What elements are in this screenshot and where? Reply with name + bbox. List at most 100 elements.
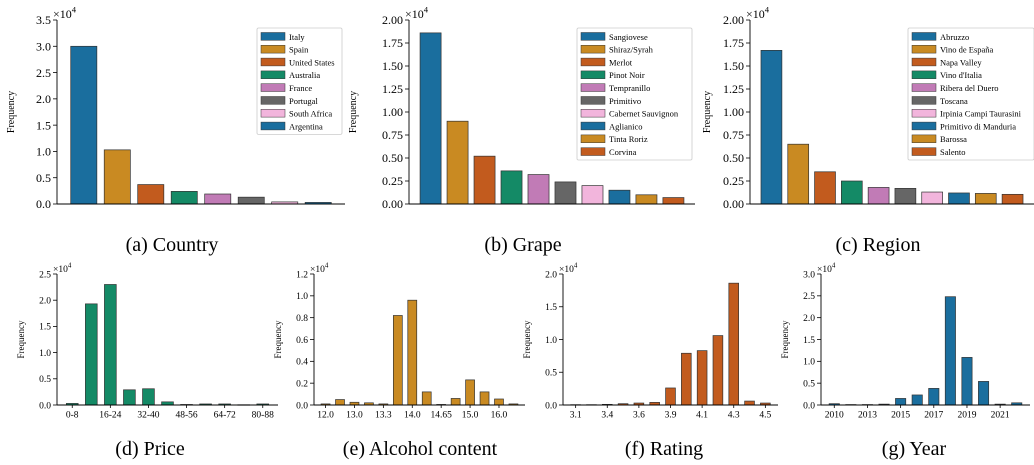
y-tick-label: 1.75 — [382, 36, 403, 50]
axis-multiplier: ×104 — [53, 5, 77, 21]
y-tick-label: 0.75 — [723, 128, 744, 142]
legend-swatch — [580, 96, 606, 105]
chart-b: 0.00 0.25 0.50 0.75 1.00 1.25 1.50 1.75 2.00 ×104… — [348, 5, 695, 256]
y-tick-label: 0.0 — [39, 401, 51, 411]
axis-multiplier-exponent: 4 — [765, 5, 770, 15]
bar — [137, 184, 165, 205]
chart-f: 0.0 0.5 1.0 1.5 2.0×104 Frequency 3.1 3.4 3.6 3.9… — [522, 263, 778, 460]
y-tick-label: 1.25 — [382, 82, 403, 96]
x-tick-label: 2021 — [991, 411, 1010, 421]
y-tick-label: 0.5 — [36, 171, 51, 185]
axis-multiplier-exponent: 4 — [832, 263, 836, 270]
bar — [974, 193, 997, 205]
legend-swatch — [911, 57, 937, 67]
bar — [728, 282, 739, 406]
bar — [446, 120, 469, 205]
x-tick-label: 2013 — [858, 411, 877, 421]
legend-label: Pinot Noir — [609, 70, 645, 80]
y-tick-label: 2.5 — [803, 292, 815, 302]
x-tick-label: 16-24 — [99, 411, 121, 421]
x-tick-label: 2010 — [825, 411, 844, 421]
bar — [170, 191, 198, 205]
x-tick-label: 4.1 — [696, 411, 708, 421]
axis-multiplier: ×104 — [53, 263, 72, 275]
legend-swatch — [911, 121, 937, 131]
legend-box — [576, 27, 693, 161]
y-tick-label: 1.5 — [39, 323, 51, 333]
y-tick-label: 0.00 — [723, 197, 744, 211]
x-tick-label: 12.0 — [317, 411, 334, 421]
bar — [479, 391, 490, 406]
legend-label: Primitivo di Manduria — [940, 121, 1016, 131]
bar — [1001, 193, 1024, 205]
legend-swatch — [911, 134, 937, 143]
bar — [662, 197, 685, 205]
y-tick-label: 1.5 — [803, 336, 815, 346]
legend-swatch — [260, 83, 286, 92]
y-tick-label: 0.5 — [545, 369, 557, 379]
x-tick-label: 2017 — [924, 411, 943, 421]
chart-caption: (a) Country — [126, 234, 219, 256]
bar — [760, 50, 783, 205]
x-tick-label: 4.5 — [759, 411, 771, 421]
legend-label: Salento — [940, 147, 966, 157]
y-tick-label: 0.4 — [296, 358, 308, 368]
legend-swatch — [911, 32, 937, 41]
x-tick-label: 2019 — [957, 411, 976, 421]
bar — [911, 394, 923, 406]
bar — [85, 303, 98, 406]
axis-multiplier-base: ×10 — [53, 7, 72, 21]
axis-multiplier-base: ×10 — [405, 7, 424, 21]
y-tick-label: 0.0 — [36, 197, 51, 211]
bar — [142, 388, 155, 406]
legend-swatch — [580, 147, 606, 156]
y-tick-label: 0.5 — [39, 375, 51, 385]
legend-label: Italy — [289, 32, 305, 42]
bar — [103, 149, 131, 205]
y-tick-label: 0.0 — [296, 401, 308, 411]
bar — [70, 45, 98, 205]
y-tick-label: 1.0 — [545, 336, 557, 346]
y-axis-label: Frequency — [273, 320, 283, 358]
axis-multiplier-base: ×10 — [310, 265, 325, 275]
bar — [104, 284, 117, 406]
bar — [894, 188, 917, 205]
legend-label: Irpinia Campi Taurasini — [940, 109, 1022, 119]
bar — [527, 174, 550, 205]
legend-swatch — [260, 32, 286, 41]
bar — [473, 155, 496, 205]
legend-label: Australia — [289, 70, 320, 80]
y-tick-label: 1.50 — [723, 59, 744, 73]
bar — [123, 389, 136, 406]
legend-label: Sangiovese — [609, 32, 648, 42]
legend-label: Merlot — [609, 57, 633, 67]
legend-swatch — [260, 45, 286, 54]
legend-label: Tinta Roriz — [609, 134, 648, 144]
y-tick-label: 0.00 — [382, 197, 403, 211]
x-tick-label: 3.9 — [665, 411, 677, 421]
bar — [392, 315, 403, 406]
legend-label: Vino d'Italia — [940, 70, 982, 80]
legend: Sangiovese Shiraz/Syrah Merlot Pinot Noir Te… — [576, 27, 693, 161]
legend-label: Barossa — [940, 134, 967, 144]
axis-multiplier-exponent: 4 — [325, 263, 329, 270]
y-tick-label: 2.0 — [545, 270, 557, 280]
legend-box — [907, 27, 1034, 161]
y-tick-label: 1.0 — [39, 349, 51, 359]
y-tick-label: 1.00 — [382, 105, 403, 119]
y-tick-label: 0.5 — [803, 379, 815, 389]
y-tick-label: 0.25 — [382, 174, 403, 188]
axis-multiplier: ×104 — [559, 263, 578, 275]
y-axis-label: Frequency — [780, 320, 790, 358]
legend-label: Toscana — [940, 96, 968, 106]
legend-swatch — [580, 70, 606, 79]
y-tick-label: 0.2 — [296, 379, 308, 389]
bar — [921, 191, 943, 205]
chart-a: 0.0 0.5 1.0 1.5 2.0 2.5 3.0 3.5 ×104 Frequency Ita… — [6, 5, 345, 256]
axis-multiplier-exponent: 4 — [72, 5, 77, 15]
bar — [494, 398, 504, 406]
chart-caption: (f) Rating — [625, 438, 703, 460]
bar — [681, 352, 692, 406]
x-tick-label: 64-72 — [214, 411, 236, 421]
chart-caption: (e) Alcohol content — [343, 438, 498, 460]
